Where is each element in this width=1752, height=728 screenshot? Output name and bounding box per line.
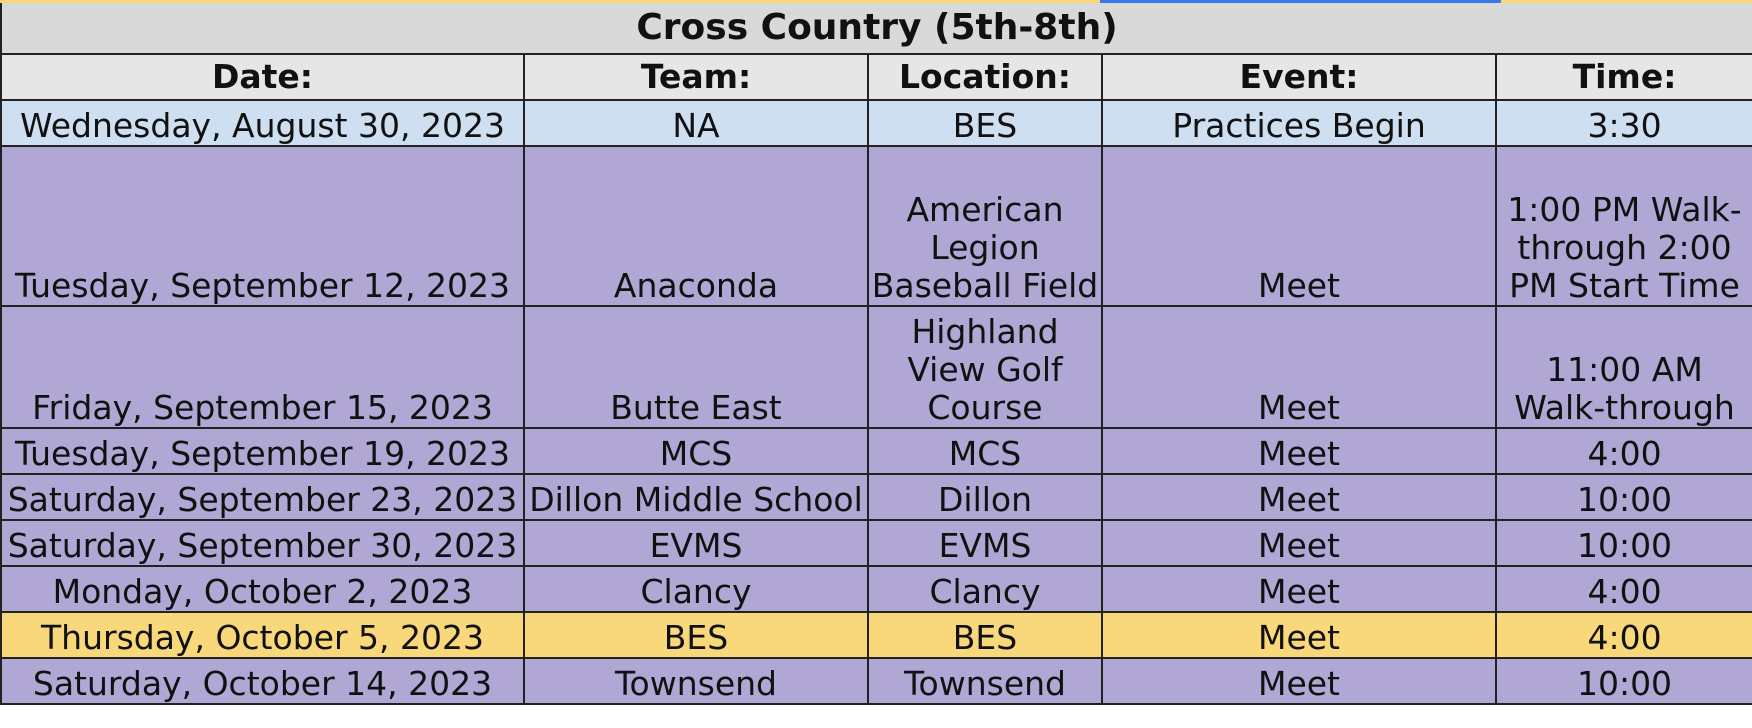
time-cell[interactable]: 4:00 bbox=[1494, 611, 1752, 659]
event-cell[interactable]: Meet bbox=[1101, 519, 1497, 567]
event-cell[interactable]: Meet bbox=[1101, 565, 1497, 613]
time-cell[interactable]: 10:00 bbox=[1494, 657, 1752, 705]
time-cell[interactable]: 4:00 bbox=[1494, 427, 1752, 475]
time-cell[interactable]: 10:00 bbox=[1494, 473, 1752, 521]
date-cell[interactable]: Friday, September 15, 2023 bbox=[0, 305, 525, 429]
team-cell[interactable]: BES bbox=[523, 611, 869, 659]
schedule-table: Cross Country (5th-8th) Date: Team: Loca… bbox=[0, 3, 1752, 705]
table-row: Friday, September 15, 2023 Butte East Hi… bbox=[0, 305, 1752, 429]
date-cell[interactable]: Saturday, October 14, 2023 bbox=[0, 657, 525, 705]
table-row: Thursday, October 5, 2023 BES BES Meet 4… bbox=[0, 611, 1752, 659]
location-cell[interactable]: Townsend bbox=[867, 657, 1103, 705]
table-row: Tuesday, September 12, 2023 Anaconda Ame… bbox=[0, 145, 1752, 307]
time-cell[interactable]: 11:00 AM Walk-through bbox=[1494, 305, 1752, 429]
location-cell[interactable]: American Legion Baseball Field bbox=[867, 145, 1103, 307]
event-cell[interactable]: Meet bbox=[1101, 473, 1497, 521]
title-row: Cross Country (5th-8th) bbox=[0, 3, 1752, 55]
location-cell[interactable]: EVMS bbox=[867, 519, 1103, 567]
event-cell[interactable]: Meet bbox=[1101, 145, 1497, 307]
team-cell[interactable]: Townsend bbox=[523, 657, 869, 705]
event-cell[interactable]: Meet bbox=[1101, 305, 1497, 429]
date-cell[interactable]: Tuesday, September 19, 2023 bbox=[0, 427, 525, 475]
header-team[interactable]: Team: bbox=[523, 53, 869, 101]
event-cell[interactable]: Practices Begin bbox=[1101, 99, 1497, 147]
header-location[interactable]: Location: bbox=[867, 53, 1103, 101]
table-row: Saturday, September 23, 2023 Dillon Midd… bbox=[0, 473, 1752, 521]
date-cell[interactable]: Saturday, September 23, 2023 bbox=[0, 473, 525, 521]
date-cell[interactable]: Tuesday, September 12, 2023 bbox=[0, 145, 525, 307]
location-cell[interactable]: BES bbox=[867, 99, 1103, 147]
table-row: Saturday, October 14, 2023 Townsend Town… bbox=[0, 657, 1752, 705]
date-cell[interactable]: Saturday, September 30, 2023 bbox=[0, 519, 525, 567]
location-cell[interactable]: Clancy bbox=[867, 565, 1103, 613]
team-cell[interactable]: Anaconda bbox=[523, 145, 869, 307]
date-cell[interactable]: Wednesday, August 30, 2023 bbox=[0, 99, 525, 147]
time-cell[interactable]: 3:30 bbox=[1494, 99, 1752, 147]
sheet-title[interactable]: Cross Country (5th-8th) bbox=[0, 3, 1752, 55]
time-cell[interactable]: 1:00 PM Walk-through 2:00 PM Start Time bbox=[1494, 145, 1752, 307]
location-cell[interactable]: Highland View Golf Course bbox=[867, 305, 1103, 429]
team-cell[interactable]: Dillon Middle School bbox=[523, 473, 869, 521]
location-cell[interactable]: MCS bbox=[867, 427, 1103, 475]
team-cell[interactable]: NA bbox=[523, 99, 869, 147]
date-cell[interactable]: Monday, October 2, 2023 bbox=[0, 565, 525, 613]
event-cell[interactable]: Meet bbox=[1101, 611, 1497, 659]
date-cell[interactable]: Thursday, October 5, 2023 bbox=[0, 611, 525, 659]
table-row: Tuesday, September 19, 2023 MCS MCS Meet… bbox=[0, 427, 1752, 475]
team-cell[interactable]: Clancy bbox=[523, 565, 869, 613]
table-row: Wednesday, August 30, 2023 NA BES Practi… bbox=[0, 99, 1752, 147]
team-cell[interactable]: Butte East bbox=[523, 305, 869, 429]
time-cell[interactable]: 10:00 bbox=[1494, 519, 1752, 567]
time-cell[interactable]: 4:00 bbox=[1494, 565, 1752, 613]
location-cell[interactable]: Dillon bbox=[867, 473, 1103, 521]
event-cell[interactable]: Meet bbox=[1101, 657, 1497, 705]
header-date[interactable]: Date: bbox=[0, 53, 525, 101]
table-row: Saturday, September 30, 2023 EVMS EVMS M… bbox=[0, 519, 1752, 567]
location-cell[interactable]: BES bbox=[867, 611, 1103, 659]
team-cell[interactable]: MCS bbox=[523, 427, 869, 475]
header-event[interactable]: Event: bbox=[1101, 53, 1497, 101]
team-cell[interactable]: EVMS bbox=[523, 519, 869, 567]
header-time[interactable]: Time: bbox=[1494, 53, 1752, 101]
event-cell[interactable]: Meet bbox=[1101, 427, 1497, 475]
selection-border bbox=[1100, 0, 1495, 3]
table-row: Monday, October 2, 2023 Clancy Clancy Me… bbox=[0, 565, 1752, 613]
header-row: Date: Team: Location: Event: Time: bbox=[0, 53, 1752, 101]
